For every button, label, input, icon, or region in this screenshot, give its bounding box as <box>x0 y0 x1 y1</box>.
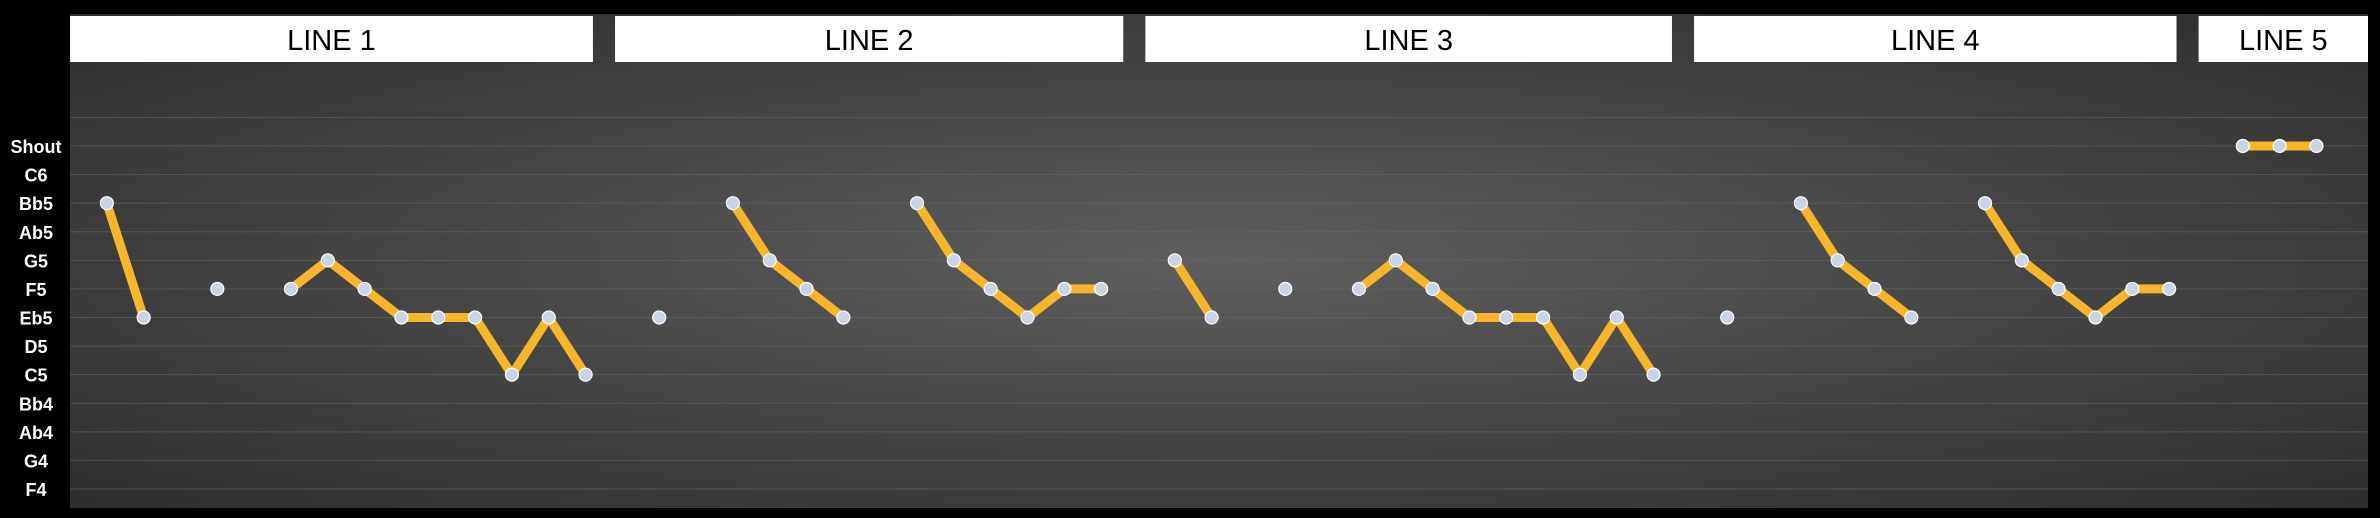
data-point <box>504 367 520 382</box>
data-point <box>983 281 998 297</box>
data-point <box>357 281 372 297</box>
data-point <box>1351 281 1367 297</box>
y-tick-label: F4 <box>25 480 46 500</box>
section-header-box <box>1145 16 1672 62</box>
data-point <box>725 196 740 211</box>
data-point <box>909 196 925 211</box>
section-header-label: LINE 5 <box>2239 25 2328 57</box>
data-point <box>578 367 593 382</box>
data-point <box>2272 138 2287 154</box>
data-point <box>1867 281 1882 297</box>
section-header-box <box>615 16 1124 62</box>
data-point <box>210 281 225 297</box>
data-point <box>283 281 299 297</box>
data-point <box>394 310 409 325</box>
y-tick-label: Ab4 <box>19 423 53 443</box>
data-point <box>1977 196 1993 211</box>
data-point <box>1020 310 1035 325</box>
data-point <box>2162 281 2177 297</box>
data-point <box>1499 310 1514 325</box>
data-point <box>1572 367 1588 382</box>
data-point <box>1904 310 1919 325</box>
y-tick-label: C6 <box>24 166 47 186</box>
section-header-box <box>1694 16 2177 62</box>
data-point <box>1094 281 1109 297</box>
series-line <box>1796 198 1916 322</box>
data-point <box>799 281 814 297</box>
section-header-label: LINE 1 <box>287 25 376 57</box>
y-tick-label: Bb5 <box>19 194 53 214</box>
data-point <box>652 310 667 325</box>
data-point <box>467 310 483 325</box>
data-point <box>946 253 961 268</box>
y-tick-label: Ab5 <box>19 223 53 243</box>
section-headers: LINE 1 LINE 2 LINE 3 LINE 4 LINE 5 <box>70 16 2368 62</box>
data-point <box>2014 253 2029 268</box>
data-point <box>1204 310 1219 325</box>
section-header-box <box>70 16 593 62</box>
data-point <box>1720 310 1735 325</box>
data-point <box>541 310 556 325</box>
series-line <box>1170 255 1217 322</box>
y-tick-label: G5 <box>24 251 48 271</box>
data-point <box>836 310 851 325</box>
data-point <box>1793 196 1808 211</box>
series-line <box>728 198 848 322</box>
y-tick-label: Eb5 <box>19 309 52 329</box>
y-tick-label: Bb4 <box>19 394 53 414</box>
data-point <box>2125 281 2140 297</box>
series-points <box>99 138 2324 382</box>
data-point <box>2088 310 2103 325</box>
y-tick-label: G4 <box>24 451 48 471</box>
series-line <box>102 198 149 322</box>
data-point <box>431 310 446 325</box>
data-point <box>1462 310 1477 325</box>
section-header-label: LINE 2 <box>825 25 914 57</box>
data-point <box>1646 367 1661 382</box>
section-header-box <box>2198 16 2368 62</box>
data-point <box>1535 310 1551 325</box>
section-header-label: LINE 3 <box>1364 25 1453 57</box>
data-point <box>2309 138 2324 154</box>
data-point <box>136 310 151 325</box>
y-tick-label: F5 <box>25 280 46 300</box>
data-point <box>1609 310 1624 325</box>
data-point <box>1830 253 1845 268</box>
data-point <box>1167 253 1182 268</box>
section-header-label: LINE 4 <box>1891 25 1980 57</box>
data-point <box>1388 253 1403 268</box>
plot-area <box>70 14 2368 508</box>
data-point <box>1425 281 1440 297</box>
data-point <box>99 196 114 211</box>
data-point <box>320 253 335 268</box>
y-tick-label: C5 <box>24 366 47 386</box>
data-point <box>2235 138 2250 154</box>
y-axis-labels: F4 G4 Ab4 Bb4 C5 D5 Eb5 F5 G5 Ab5 Bb5 C6 Shout <box>11 137 62 500</box>
data-point <box>1057 281 1072 297</box>
data-point <box>762 253 777 268</box>
y-tick-label: D5 <box>24 337 47 357</box>
data-point <box>1278 281 1293 297</box>
data-point <box>2051 281 2066 297</box>
y-tick-label: Shout <box>11 137 62 157</box>
